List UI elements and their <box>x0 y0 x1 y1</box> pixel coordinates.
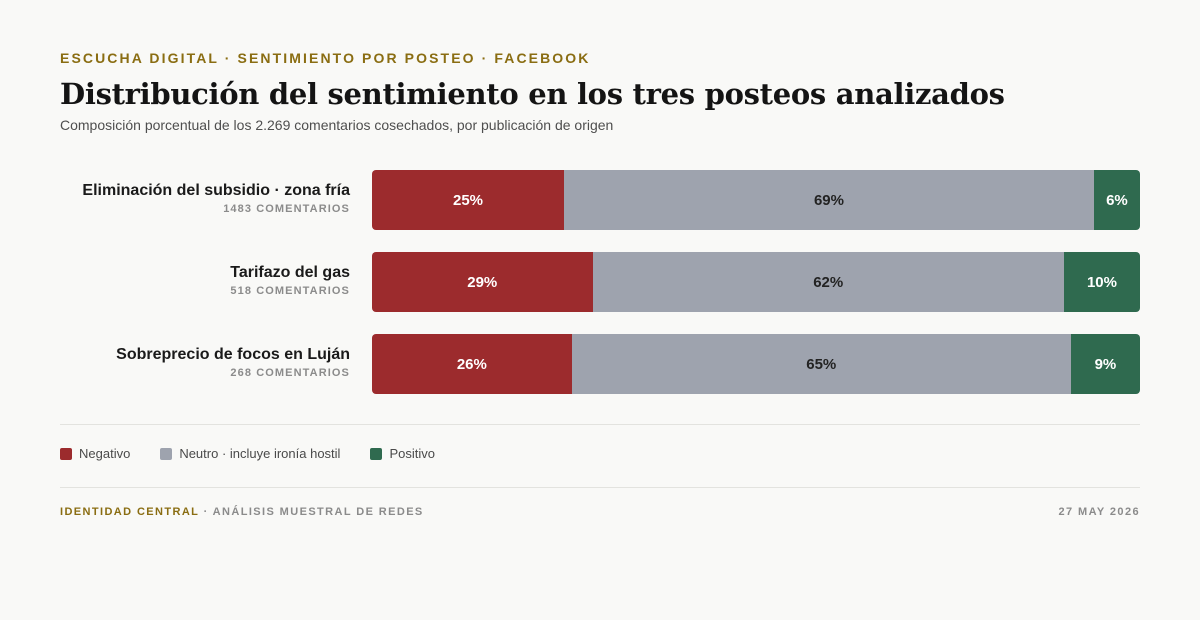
row-label: Sobreprecio de focos en Luján 268 COMENTA… <box>116 345 350 380</box>
bar-segment-negativo: 26% <box>372 334 572 394</box>
chart-eyebrow: ESCUCHA DIGITAL · SENTIMIENTO POR POSTEO… <box>60 50 591 66</box>
chart-footer: IDENTIDAD CENTRAL · ANÁLISIS MUESTRAL DE… <box>60 506 1140 518</box>
chart-card: ESCUCHA DIGITAL · SENTIMIENTO POR POSTEO… <box>60 50 1140 518</box>
chart-row: Eliminación del subsidio · zona fría 1483… <box>60 170 1140 230</box>
legend-item-neutro: Neutro · incluye ironía hostil <box>160 446 340 461</box>
data-label: 9% <box>1094 355 1117 373</box>
data-label: 62% <box>813 273 844 291</box>
legend-label-positivo: Positivo <box>389 446 435 461</box>
legend-item-positivo: Positivo <box>370 446 435 461</box>
stacked-bar: 25% 69% 6% <box>372 170 1140 230</box>
chart-legend: Negativo Neutro · incluye ironía hostil … <box>60 446 465 461</box>
stacked-bar: 29% 62% 10% <box>372 252 1140 312</box>
legend-swatch-positivo <box>370 447 383 460</box>
bar-segment-positivo: 10% <box>1063 252 1140 312</box>
chart-subtitle: Composición porcentual de los 2.269 come… <box>60 117 614 133</box>
footer-brand: IDENTIDAD CENTRAL <box>60 506 200 518</box>
category-label: Tarifazo del gas <box>230 264 350 281</box>
row-label: Tarifazo del gas 518 COMENTARIOS <box>230 263 350 298</box>
footer-divider <box>60 487 1140 488</box>
footer-date: 27 MAY 2026 <box>1058 506 1140 518</box>
legend-item-negativo: Negativo <box>60 446 130 461</box>
data-label: 25% <box>452 191 484 209</box>
bar-segment-neutro: 65% <box>571 334 1071 394</box>
bar-segment-positivo: 6% <box>1093 170 1140 230</box>
legend-swatch-neutro <box>160 447 173 460</box>
footer-description: · ANÁLISIS MUESTRAL DE REDES <box>199 506 424 518</box>
data-label: 29% <box>467 273 498 291</box>
stacked-bar: 26% 65% 9% <box>372 334 1140 394</box>
chart-title: Distribución del sentimiento en los tres… <box>60 77 1005 111</box>
bar-segment-negativo: 25% <box>372 170 564 230</box>
bar-segment-positivo: 9% <box>1070 334 1140 394</box>
row-label: Eliminación del subsidio · zona fría 1483… <box>82 181 350 216</box>
footer-source: IDENTIDAD CENTRAL · ANÁLISIS MUESTRAL DE… <box>60 506 424 518</box>
chart-rows: Eliminación del subsidio · zona fría 1483… <box>60 170 1140 416</box>
data-label: 10% <box>1086 273 1117 291</box>
category-label: Sobreprecio de focos en Luján <box>116 346 350 363</box>
chart-row: Tarifazo del gas 518 COMENTARIOS 29% 62% 10% <box>60 252 1140 312</box>
bar-segment-negativo: 29% <box>372 252 593 312</box>
data-label: 69% <box>813 191 844 209</box>
data-label: 26% <box>456 355 487 373</box>
legend-label-neutro: Neutro · incluye ironía hostil <box>179 446 341 461</box>
data-label: 6% <box>1106 191 1128 209</box>
chart-row: Sobreprecio de focos en Luján 268 COMENTA… <box>60 334 1140 394</box>
bar-segment-neutro: 69% <box>564 170 1094 230</box>
bar-segment-neutro: 62% <box>592 252 1064 312</box>
category-count: 268 COMENTARIOS <box>230 367 350 379</box>
legend-label-negativo: Negativo <box>79 446 131 461</box>
legend-divider <box>60 424 1140 425</box>
legend-swatch-negativo <box>60 447 72 460</box>
category-count: 518 COMENTARIOS <box>230 285 350 297</box>
data-label: 65% <box>806 355 837 373</box>
category-count: 1483 COMENTARIOS <box>223 203 350 215</box>
category-label: Eliminación del subsidio · zona fría <box>82 182 350 199</box>
